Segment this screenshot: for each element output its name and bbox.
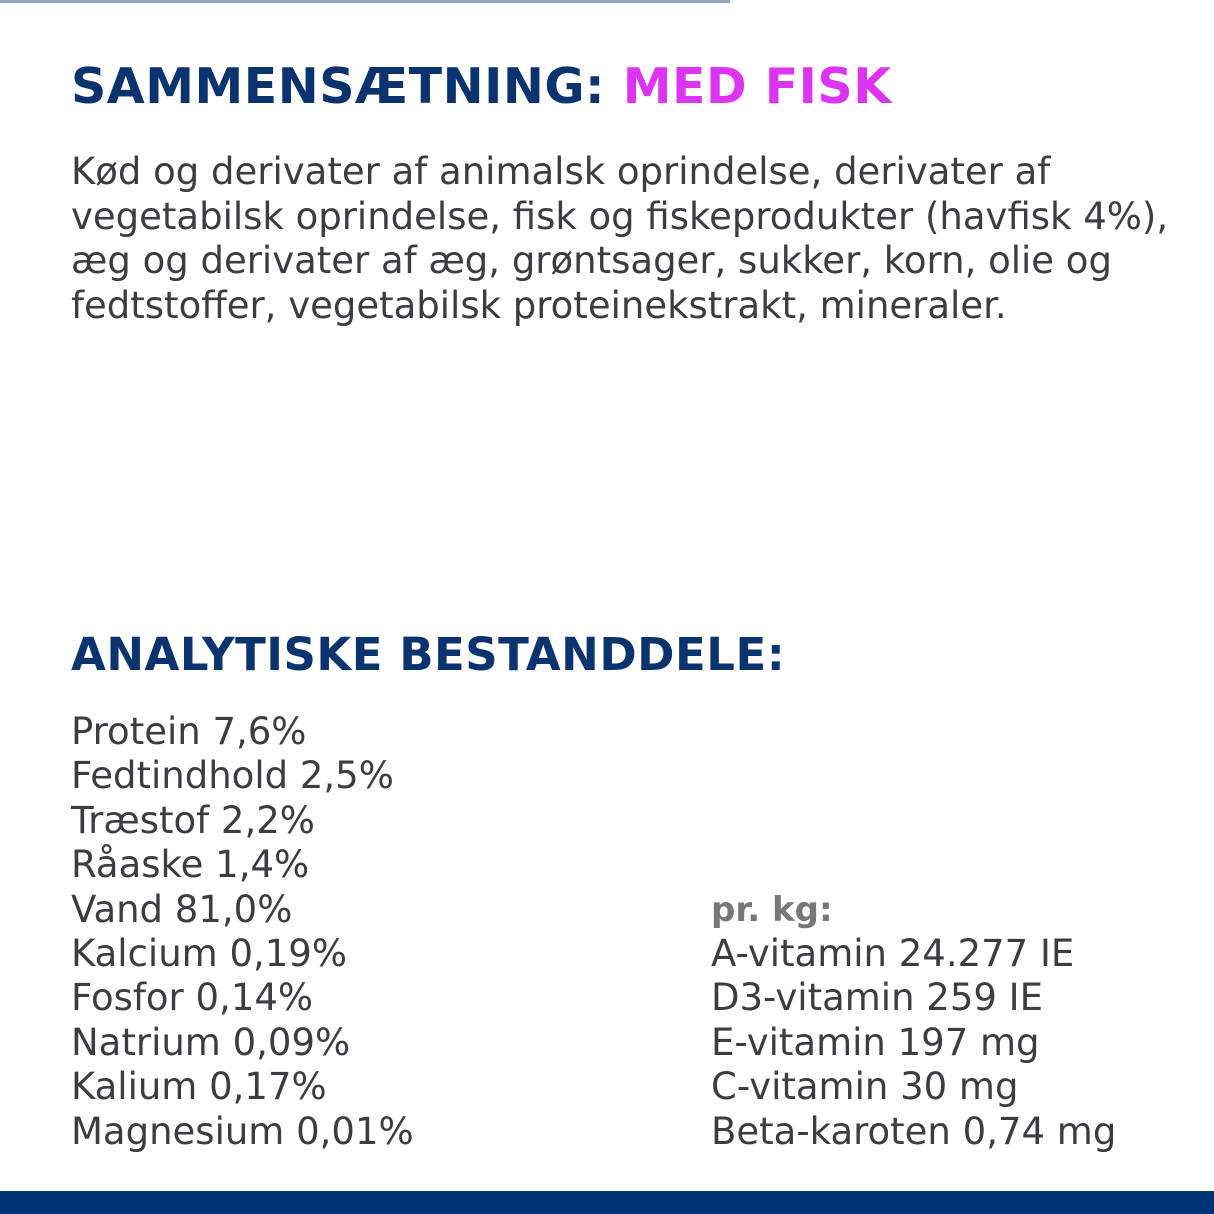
analysis-item-protein: Protein 7,6%: [71, 710, 307, 753]
analysis-item-phosphorus: Fosfor 0,14%: [71, 976, 314, 1020]
analysis-heading: ANALYTISKE BESTANDDELE:: [71, 628, 786, 681]
vitamin-e-item: E-vitamin 197 mg: [711, 1020, 1040, 1064]
vitamin-a-item: A-vitamin 24.277 IE: [711, 932, 1075, 975]
vitamin-c-item: C-vitamin 30 mg: [711, 1065, 1019, 1109]
analysis-item-fat: Fedtindhold 2,5%: [71, 754, 394, 798]
vitamin-d3-item: D3-vitamin 259 IE: [711, 976, 1043, 1020]
per-kg-list: A-vitamin 24.277 IE D3-vitamin 259 IE E-…: [711, 932, 1116, 1154]
analysis-item-water: Vand 81,0%: [71, 887, 293, 931]
per-kg-label: pr. kg:: [711, 890, 833, 930]
analysis-item-magnesium: Magnesium 0,01%: [71, 1109, 414, 1153]
composition-title: SAMMENSÆTNING:: [71, 58, 606, 115]
analysis-item-ash: Råaske 1,4%: [71, 843, 310, 887]
composition-text: Kød og derivater af animalsk oprindelse,…: [71, 150, 1169, 327]
composition-title-accent: MED FISK: [622, 58, 892, 115]
analysis-list: Protein 7,6% Fedtindhold 2,5% Træstof 2,…: [71, 710, 414, 1154]
bottom-brand-bar: [0, 1191, 1214, 1214]
analysis-item-sodium: Natrium 0,09%: [71, 1020, 351, 1064]
analysis-item-fiber: Træstof 2,2%: [71, 798, 315, 842]
per-kg-block: pr. kg: A-vitamin 24.277 IE D3-vitamin 2…: [711, 888, 1116, 1154]
analysis-item-potassium: Kalium 0,17%: [71, 1065, 327, 1109]
top-divider-line: [0, 0, 730, 3]
composition-heading: SAMMENSÆTNING: MED FISK: [71, 62, 892, 111]
beta-carotene-item: Beta-karoten 0,74 mg: [711, 1109, 1117, 1153]
analysis-item-calcium: Kalcium 0,19%: [71, 932, 347, 976]
